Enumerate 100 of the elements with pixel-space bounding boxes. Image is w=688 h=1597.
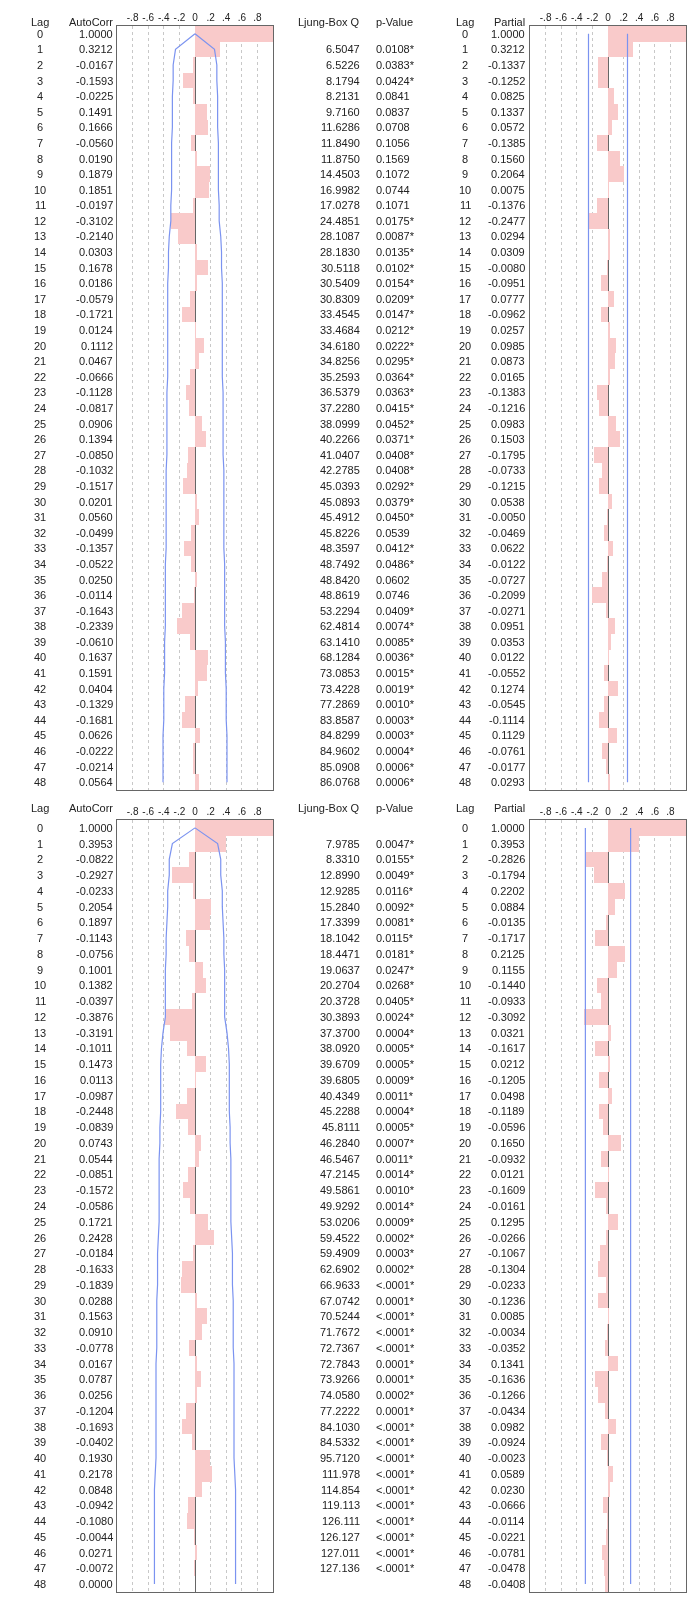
y-tick-label: 32 [459, 527, 472, 539]
text: 33.4684 [320, 324, 360, 336]
y-tick-label: 45 [459, 729, 472, 741]
bar [191, 135, 195, 151]
y-tick-label: 41 [459, 1468, 472, 1480]
y-tick-label: 37 [34, 605, 47, 617]
y-tick-label: 23 [34, 1184, 47, 1196]
data-label: -0.1252 [488, 75, 526, 87]
y-tick-label: 38 [459, 1421, 472, 1433]
text: 0.0001* [376, 1295, 415, 1307]
data-label: -0.0545 [488, 698, 526, 710]
y-tick-label: 13 [34, 1027, 47, 1039]
data-label: 0.1851 [79, 184, 113, 196]
text: 35.2593 [320, 371, 360, 383]
x-tick-label: .6 [237, 12, 247, 23]
y-tick-label: 18 [34, 308, 47, 320]
y-tick-label: 20 [459, 340, 472, 352]
x-axis-title: Partial [494, 16, 526, 28]
x-tick-label: .4 [635, 12, 644, 23]
data-label: 0.0951 [491, 620, 525, 632]
text: 19.0637 [320, 964, 360, 976]
data-label: 0.0201 [79, 496, 113, 508]
data-label: -0.1794 [488, 869, 526, 881]
text: <.0001* [376, 1326, 415, 1338]
data-label: -0.0987 [76, 1090, 114, 1102]
text: 73.4228 [320, 683, 360, 695]
text: 18.4471 [320, 948, 360, 960]
data-label: -0.1636 [488, 1373, 526, 1385]
data-label: -0.0781 [488, 1547, 526, 1559]
bar [608, 681, 618, 696]
data-label: -0.0221 [488, 1531, 526, 1543]
text: 0.0379* [376, 496, 415, 508]
text: 37.3700 [320, 1027, 360, 1039]
text: 0.0047* [376, 838, 415, 850]
y-tick-label: 6 [37, 916, 44, 928]
text: 0.0371* [376, 433, 415, 445]
y-tick-label: 38 [34, 1421, 47, 1433]
text: 0.0408* [376, 449, 415, 461]
data-label: 0.1637 [79, 651, 113, 663]
y-tick-label: 8 [462, 153, 469, 165]
y-tick-label: 12 [34, 1011, 47, 1023]
y-tick-label: 40 [459, 651, 472, 663]
x-tick-label: .8 [666, 806, 676, 817]
bar [189, 1340, 195, 1356]
text: 0.0087* [376, 230, 415, 242]
text: 0.0247* [376, 964, 415, 976]
y-tick-label: 16 [34, 277, 47, 289]
y-tick-label: 4 [37, 90, 44, 102]
text: 46.5467 [320, 1153, 360, 1165]
text: 8.1794 [326, 75, 360, 87]
text: 0.0019* [376, 683, 415, 695]
text: 0.0074* [376, 620, 415, 632]
data-label: 0.1382 [79, 979, 113, 991]
y-tick-label: 18 [459, 308, 472, 320]
y-tick-label: 19 [459, 1121, 472, 1133]
data-label: 0.1129 [492, 729, 525, 741]
data-label: 1.0000 [491, 28, 525, 40]
data-label: 0.0626 [79, 729, 113, 741]
y-tick-label: 42 [34, 683, 47, 695]
text: 53.2294 [320, 605, 360, 617]
data-label: 0.0121 [491, 1168, 525, 1180]
data-label: -0.1839 [76, 1279, 114, 1291]
data-label: 0.1337 [491, 106, 525, 118]
y-tick-label: 46 [459, 1547, 472, 1559]
data-label: -0.0222 [76, 745, 114, 757]
y-tick-label: 2 [37, 59, 44, 71]
y-tick-label: 19 [34, 1121, 47, 1133]
text: 28.1087 [320, 230, 360, 242]
y-tick-label: 32 [34, 1326, 47, 1338]
data-label: 0.0309 [491, 246, 525, 258]
y-tick-label: 23 [459, 386, 472, 398]
text: 84.8299 [320, 729, 360, 741]
text: 0.0268* [376, 979, 415, 991]
text: 0.0212* [376, 324, 415, 336]
data-label: 0.0271 [79, 1547, 113, 1559]
y-tick-label: 33 [459, 542, 472, 554]
y-tick-label: 44 [459, 714, 472, 726]
bar [608, 1356, 618, 1371]
data-label: -0.3092 [488, 1011, 526, 1023]
y-tick-label: 22 [34, 1168, 47, 1180]
data-label: -0.3191 [76, 1027, 114, 1039]
data-label: -0.0924 [488, 1436, 526, 1448]
x-tick-label: -.8 [126, 12, 139, 23]
text: 45.2288 [320, 1105, 360, 1117]
text: 0.0412* [376, 542, 415, 554]
text: 0.0004* [376, 745, 415, 757]
bar [608, 1419, 616, 1434]
y-tick-label: 12 [34, 215, 47, 227]
data-label: 0.0910 [79, 1326, 113, 1338]
data-label: 0.0982 [491, 1421, 525, 1433]
y-tick-label: 1 [37, 838, 44, 850]
y-tick-label: 13 [34, 230, 47, 242]
y-tick-label: 42 [34, 1484, 47, 1496]
data-label: -0.0167 [76, 59, 114, 71]
y-tick-label: 19 [459, 324, 472, 336]
text: <.0001* [376, 1484, 415, 1496]
y-tick-label: 45 [459, 1531, 472, 1543]
text: 12.9285 [320, 885, 360, 897]
y-tick-label: 1 [37, 43, 44, 55]
text: 0.0405* [376, 995, 415, 1007]
